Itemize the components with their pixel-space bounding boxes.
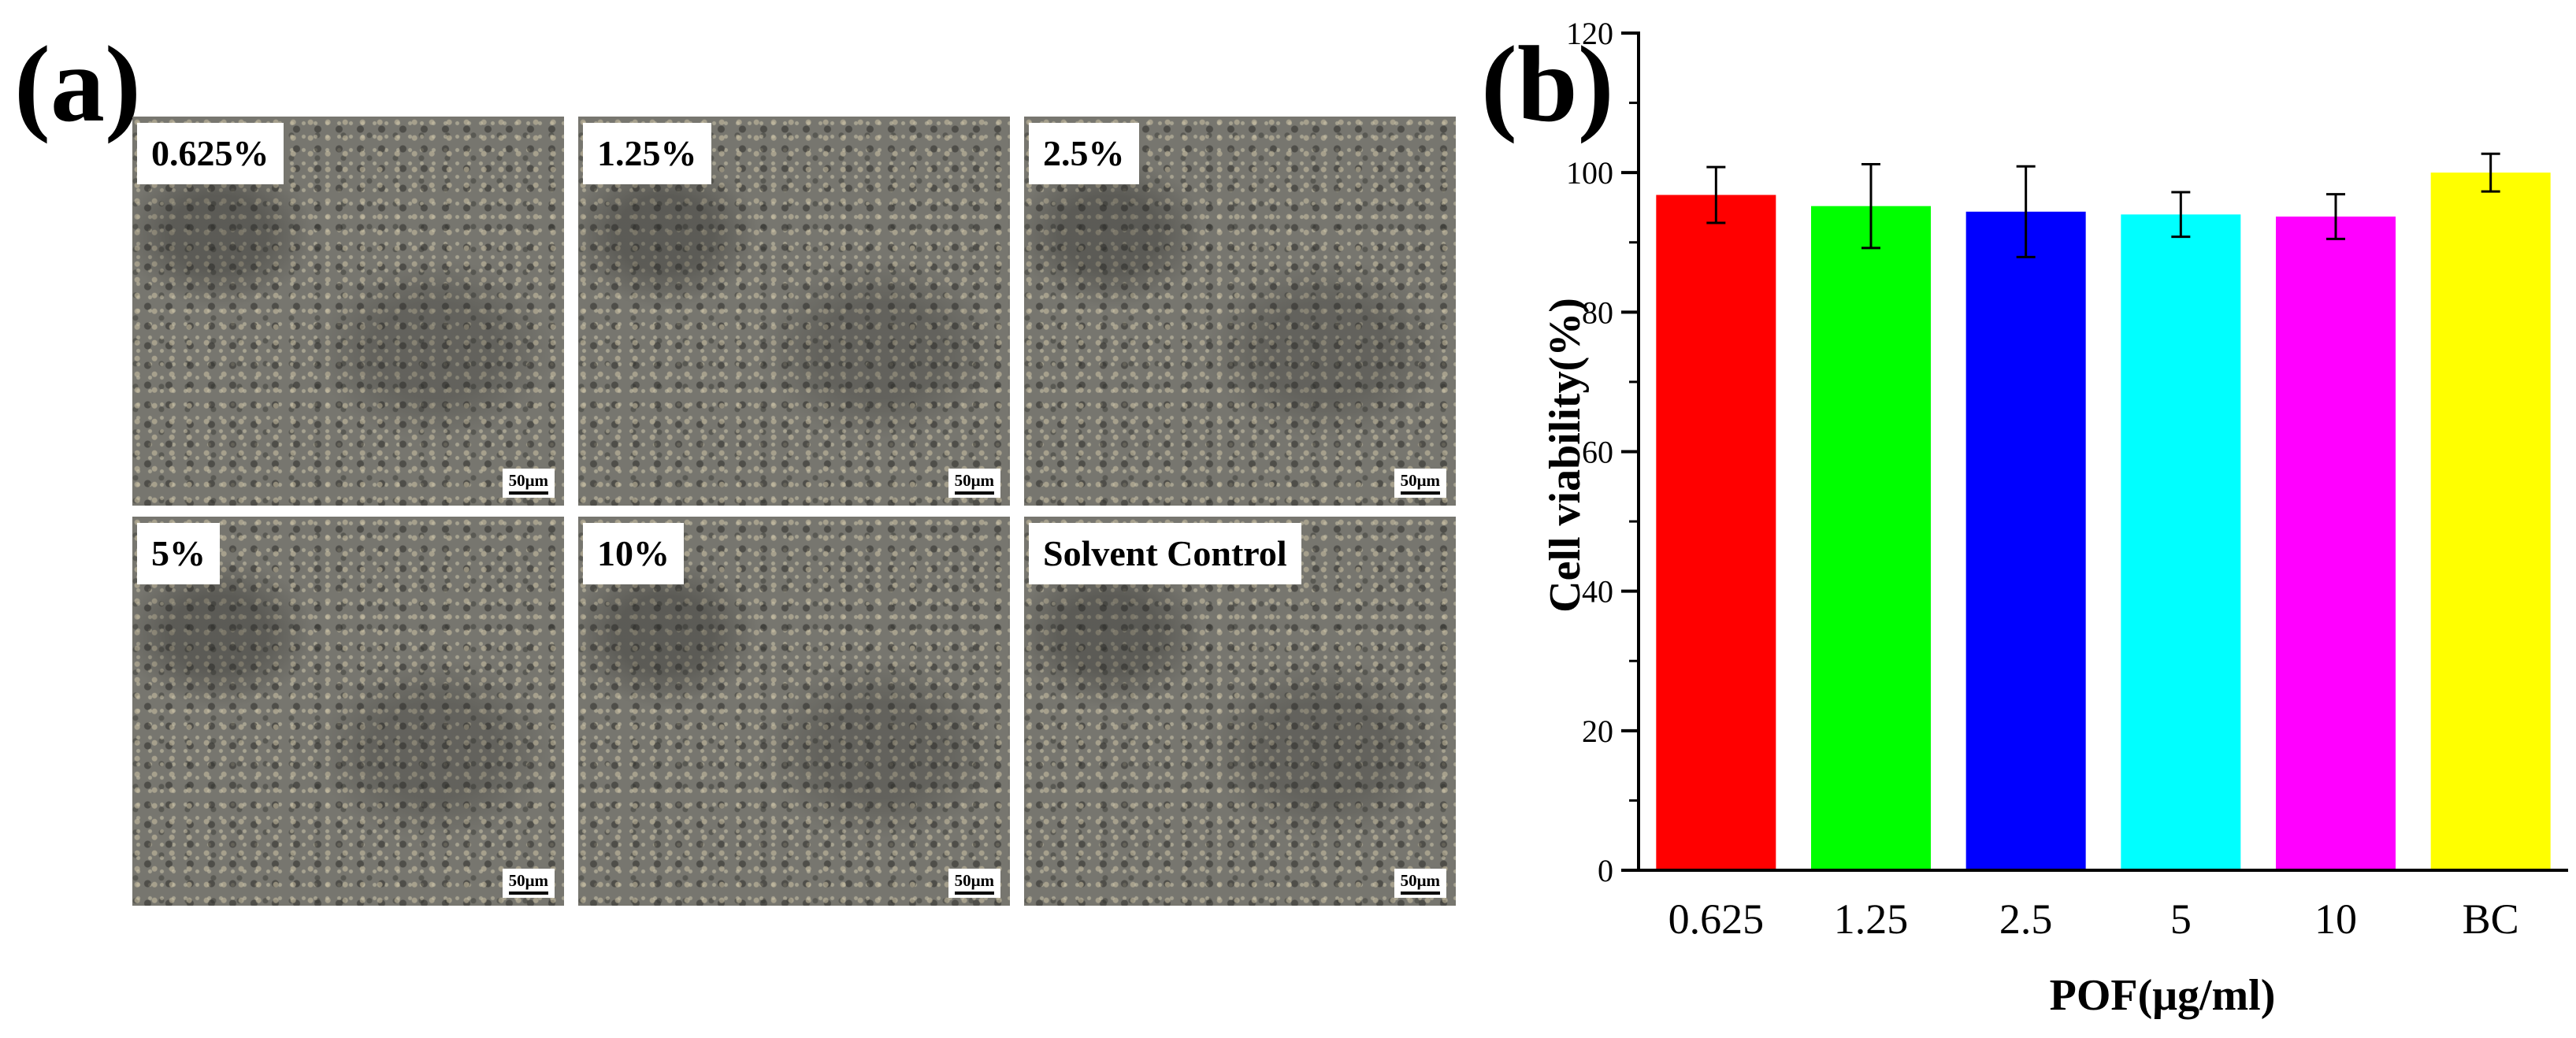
tile-label: 10% xyxy=(583,523,684,584)
y-tick-label: 100 xyxy=(1566,155,1613,191)
tile-label: Solvent Control xyxy=(1029,523,1301,584)
x-axis-title: POF(μg/ml) xyxy=(2050,971,2276,1020)
x-tick-label: BC xyxy=(2463,895,2519,943)
scale-bar: 50μm xyxy=(948,469,1000,498)
y-tick-label: 20 xyxy=(1582,714,1613,749)
bar-4 xyxy=(2121,214,2241,871)
bar-3 xyxy=(1965,211,2086,871)
scale-bar-label: 50μm xyxy=(954,871,994,890)
scale-line xyxy=(1400,892,1440,895)
scale-bar-label: 50μm xyxy=(508,471,548,490)
scale-line xyxy=(508,491,548,495)
x-tick-label: 1.25 xyxy=(1834,895,1909,943)
scale-bar-label: 50μm xyxy=(954,471,994,490)
tile-label: 1.25% xyxy=(583,123,711,184)
y-tick-label: 40 xyxy=(1582,574,1613,610)
tile-label: 0.625% xyxy=(137,123,284,184)
x-tick-label: 2.5 xyxy=(1999,895,2053,943)
panel-a-label: (a) xyxy=(14,24,141,144)
y-tick-label: 60 xyxy=(1582,435,1613,470)
scale-bar-label: 50μm xyxy=(1400,471,1440,490)
x-tick-label: 0.625 xyxy=(1668,895,1765,943)
panel-b-label: (b) xyxy=(1481,24,1614,144)
micrograph-tile: Solvent Control 50μm xyxy=(1024,517,1456,906)
tile-label: 5% xyxy=(137,523,220,584)
x-tick-label: 10 xyxy=(2314,895,2357,943)
micrograph-grid: 0.625% 50μm 1.25% 50μm 2.5% 50μm 5% 50μm… xyxy=(132,117,1456,906)
micrograph-tile: 10% 50μm xyxy=(578,517,1010,906)
tile-label: 2.5% xyxy=(1029,123,1139,184)
scale-bar: 50μm xyxy=(502,469,555,498)
scale-bar: 50μm xyxy=(1394,869,1446,898)
y-tick-label: 80 xyxy=(1582,295,1613,330)
y-axis-title: Cell viability(%) xyxy=(1541,298,1590,613)
scale-bar: 50μm xyxy=(502,869,555,898)
scale-bar: 50μm xyxy=(948,869,1000,898)
scale-line xyxy=(1400,491,1440,495)
chart-layer: 0.625 1.25 2.5 5 10 BC 0 20 40 60 80 100 120 xyxy=(1566,16,2568,943)
scale-bar: 50μm xyxy=(1394,469,1446,498)
scale-bar-label: 50μm xyxy=(508,871,548,890)
scale-line xyxy=(954,491,994,495)
micrograph-tile: 1.25% 50μm xyxy=(578,117,1010,506)
scale-line xyxy=(508,892,548,895)
scale-line xyxy=(954,892,994,895)
micrograph-tile: 5% 50μm xyxy=(132,517,564,906)
micrograph-tile: 2.5% 50μm xyxy=(1024,117,1456,506)
y-tick-label: 120 xyxy=(1566,16,1613,51)
micrograph-tile: 0.625% 50μm xyxy=(132,117,564,506)
bar-1 xyxy=(1656,195,1776,871)
scale-bar-label: 50μm xyxy=(1400,871,1440,890)
y-tick-label: 0 xyxy=(1598,853,1613,888)
x-tick-label: 5 xyxy=(2170,895,2192,943)
bar-5 xyxy=(2276,216,2396,871)
bar-6 xyxy=(2430,172,2551,870)
bar-2 xyxy=(1811,206,1931,871)
